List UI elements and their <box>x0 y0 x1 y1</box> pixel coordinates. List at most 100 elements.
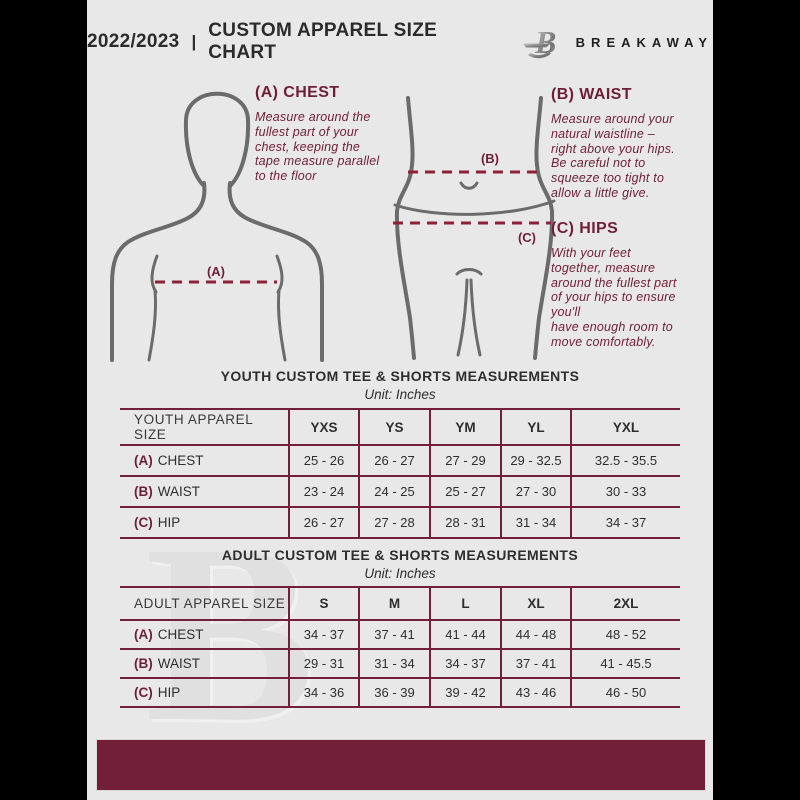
row-label: CHEST <box>157 627 204 642</box>
youth-header-row: YOUTH APPAREL SIZE YXS YS YM YL YXL <box>120 408 680 446</box>
adult-size-col: M <box>358 586 430 621</box>
measurement-cell: 23 - 24 <box>288 475 359 508</box>
table-row: (A) CHEST 34 - 37 37 - 41 41 - 44 44 - 48… <box>120 619 680 650</box>
measurement-cell: 34 - 36 <box>288 677 359 708</box>
row-label: CHEST <box>157 453 204 468</box>
adult-size-col: 2XL <box>570 586 680 621</box>
youth-size-col: YM <box>429 408 501 446</box>
row-letter: (C) <box>134 515 153 530</box>
table-row: (B) WAIST 29 - 31 31 - 34 34 - 37 37 - 41… <box>120 648 680 679</box>
measurement-cell: 46 - 50 <box>570 677 680 708</box>
measurement-cell: 32.5 - 35.5 <box>570 444 680 477</box>
adult-size-table: ADULT APPAREL SIZE S M L XL 2XL (A) CHEST… <box>120 586 680 708</box>
row-letter: (C) <box>134 685 153 700</box>
measurement-cell: 25 - 26 <box>288 444 359 477</box>
page-header: 2022/2023 | CUSTOM APPAREL SIZE CHART B <box>87 20 713 63</box>
hips-instructions: (C) HIPS With your feet together, measur… <box>551 220 721 349</box>
hip-waistband-curve <box>393 199 556 216</box>
table-row: (A) CHEST 25 - 26 26 - 27 27 - 29 29 - 32… <box>120 444 680 477</box>
youth-size-header-cell: YOUTH APPAREL SIZE <box>120 408 289 446</box>
logo-bar-shape <box>522 43 550 48</box>
hips-body-text: With your feet together, measure around … <box>551 246 677 349</box>
crotch-and-legs-lines <box>455 268 483 357</box>
measurement-cell: 31 - 34 <box>500 506 571 539</box>
row-letter: (B) <box>134 484 153 499</box>
measurement-cell: 34 - 37 <box>288 619 359 650</box>
row-label: WAIST <box>157 484 200 499</box>
measurement-cell: 29 - 32.5 <box>500 444 571 477</box>
adult-size-col: XL <box>500 586 571 621</box>
measurement-cell: 34 - 37 <box>429 648 501 679</box>
row-label-cell: (B) WAIST <box>120 648 289 679</box>
measurement-cell: 27 - 29 <box>429 444 501 477</box>
measurement-cell: 41 - 44 <box>429 619 501 650</box>
chest-measure-label: (A) <box>207 264 225 279</box>
row-letter: (B) <box>134 656 153 671</box>
left-shoulder-arm-outline <box>110 181 207 362</box>
header-season: 2022/2023 <box>87 31 180 52</box>
youth-size-col: YXL <box>570 408 680 446</box>
adult-section-title: ADULT CUSTOM TEE & SHORTS MEASUREMENTS <box>221 547 579 563</box>
right-armpit-line <box>275 254 287 362</box>
youth-size-col: YS <box>358 408 430 446</box>
row-label: HIP <box>157 685 181 700</box>
adult-header-row: ADULT APPAREL SIZE S M L XL 2XL <box>120 586 680 621</box>
row-label-cell: (A) CHEST <box>120 619 289 650</box>
row-label: HIP <box>157 515 181 530</box>
left-body-outline <box>394 96 416 360</box>
waist-body-text: Measure around your natural waistline – … <box>551 112 675 200</box>
measurement-cell: 37 - 41 <box>500 648 571 679</box>
measurement-cell: 25 - 27 <box>429 475 501 508</box>
waist-instructions: (B) WAIST Measure around your natural wa… <box>551 86 721 201</box>
youth-size-col: YL <box>500 408 571 446</box>
left-armpit-line <box>147 254 159 362</box>
header-divider: | <box>191 32 197 51</box>
measurement-cell: 27 - 30 <box>500 475 571 508</box>
youth-size-table: YOUTH APPAREL SIZE YXS YS YM YL YXL (A) C… <box>120 408 680 539</box>
torso-chest-diagram: (A) <box>110 91 324 362</box>
chest-instructions: (A) CHEST Measure around the fullest par… <box>255 84 425 184</box>
chest-body-text: Measure around the fullest part of your … <box>255 110 380 183</box>
brand-name: BREAKAWAY <box>575 34 713 50</box>
page-title: CUSTOM APPAREL SIZE CHART <box>208 20 438 63</box>
row-label: WAIST <box>157 656 200 671</box>
row-letter: (A) <box>134 453 153 468</box>
row-label-cell: (C) HIP <box>120 677 289 708</box>
table-row: (B) WAIST 23 - 24 24 - 25 25 - 27 27 - 30… <box>120 475 680 508</box>
breakaway-logo-icon: B <box>520 24 566 60</box>
adult-size-header-cell: ADULT APPAREL SIZE <box>120 586 289 621</box>
measurement-cell: 29 - 31 <box>288 648 359 679</box>
footer-accent-bar <box>97 740 705 790</box>
measurement-cell: 24 - 25 <box>358 475 430 508</box>
measurement-cell: 26 - 27 <box>358 444 430 477</box>
table-row: (C) HIP 34 - 36 36 - 39 39 - 42 43 - 46 4… <box>120 677 680 708</box>
measurement-cell: 26 - 27 <box>288 506 359 539</box>
youth-section-title: YOUTH CUSTOM TEE & SHORTS MEASUREMENTS <box>220 368 580 384</box>
size-chart-page: B 2022/2023 | CUSTOM APPAREL SIZE CHART <box>87 0 713 800</box>
measurement-cell: 39 - 42 <box>429 677 501 708</box>
measurement-cell: 37 - 41 <box>358 619 430 650</box>
hips-measure-label: (C) <box>518 230 536 245</box>
row-label-cell: (B) WAIST <box>120 475 289 508</box>
logo-letter: B <box>534 24 556 60</box>
row-letter: (A) <box>134 627 153 642</box>
row-label-cell: (A) CHEST <box>120 444 289 477</box>
right-shoulder-arm-outline <box>227 181 324 362</box>
youth-unit-label: Unit: Inches <box>364 387 436 402</box>
adult-size-col: S <box>288 586 359 621</box>
measurement-cell: 27 - 28 <box>358 506 430 539</box>
measurement-cell: 41 - 45.5 <box>570 648 680 679</box>
youth-size-col: YXS <box>288 408 359 446</box>
belly-button-curve <box>459 181 479 190</box>
hips-heading: (C) HIPS <box>551 220 619 237</box>
waist-measure-label: (B) <box>481 151 499 166</box>
table-row: (C) HIP 26 - 27 27 - 28 28 - 31 31 - 34 3… <box>120 506 680 539</box>
measurement-cell: 34 - 37 <box>570 506 680 539</box>
measurement-cell: 44 - 48 <box>500 619 571 650</box>
row-label-cell: (C) HIP <box>120 506 289 539</box>
adult-unit-label: Unit: Inches <box>364 566 436 581</box>
measurement-cell: 36 - 39 <box>358 677 430 708</box>
measurement-cell: 43 - 46 <box>500 677 571 708</box>
measurement-cell: 31 - 34 <box>358 648 430 679</box>
